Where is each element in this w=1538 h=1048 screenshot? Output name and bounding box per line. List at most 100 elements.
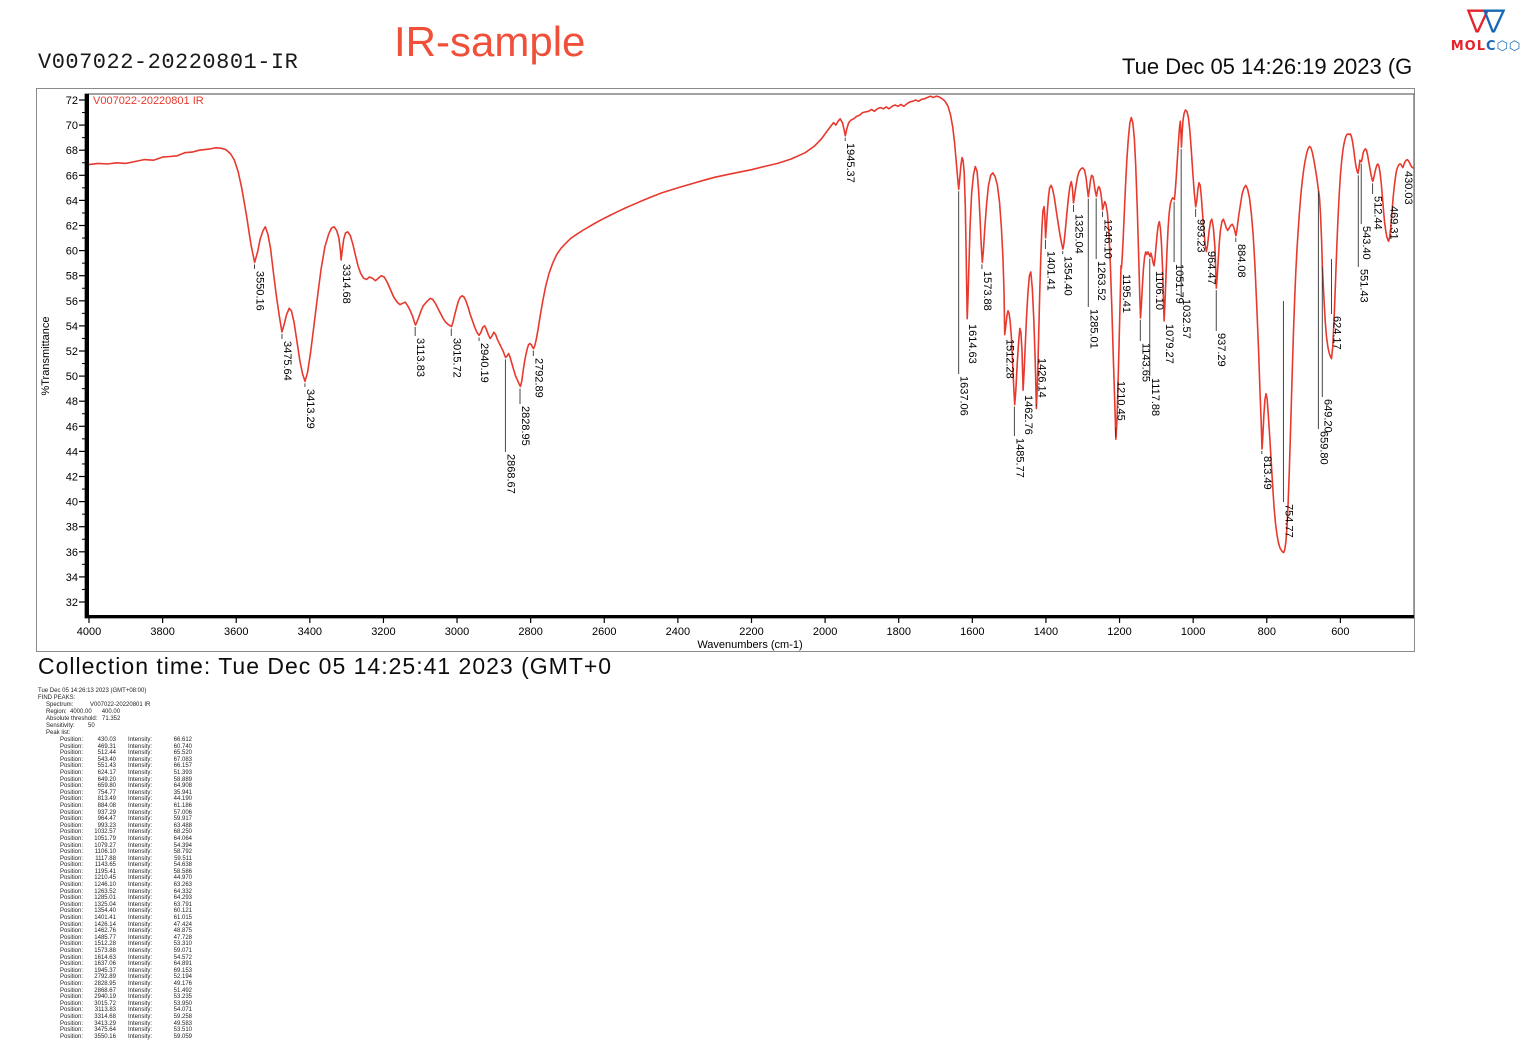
peak-row-label: Intensity:: [128, 875, 153, 882]
peak-row-label: Position:: [60, 855, 84, 862]
peak-label: 1117.88: [1149, 378, 1161, 416]
peak-row-label: Intensity:: [128, 895, 153, 902]
x-tick-label: 1600: [960, 626, 984, 638]
peak-row-label: Position:: [60, 769, 84, 776]
peak-position-value: 964.47: [97, 816, 116, 823]
peak-list-row: Position: 754.77 Intensity: 35.941: [38, 790, 298, 797]
peak-position-value: 1263.52: [94, 888, 116, 895]
peak-row-label: Position:: [60, 809, 84, 816]
peak-label: 1462.76: [1022, 395, 1034, 435]
peak-row-label: Intensity:: [128, 1013, 153, 1020]
peak-row-label: Intensity:: [128, 862, 153, 869]
peak-label: 543.40: [1360, 226, 1372, 260]
peak-label: 1485.77: [1013, 438, 1025, 478]
peak-row-label: Position:: [60, 895, 84, 902]
peak-label: 937.29: [1215, 333, 1227, 367]
peak-row-label: Position:: [60, 862, 84, 869]
peak-row-label: Intensity:: [128, 868, 153, 875]
peak-position-value: 754.77: [97, 789, 116, 796]
peak-intensity-value: 53.310: [173, 941, 192, 948]
peak-label: 430.03: [1402, 171, 1414, 205]
y-tick-label: 40: [66, 497, 78, 509]
peak-row-label: Intensity:: [128, 796, 153, 803]
peak-position-value: 1945.37: [94, 967, 116, 974]
peak-row-label: Position:: [60, 941, 84, 948]
peak-label: 1106.10: [1153, 271, 1165, 310]
peak-label: 813.49: [1261, 456, 1273, 490]
peak-label: 3314.68: [340, 264, 352, 304]
peak-label: 2940.19: [478, 343, 490, 383]
peak-row-label: Position:: [60, 987, 84, 994]
peak-row-label: Position:: [60, 961, 84, 968]
peak-intensity-value: 57.006: [173, 809, 192, 816]
peak-intensity-value: 63.791: [173, 901, 192, 908]
peak-row-label: Intensity:: [128, 915, 153, 922]
y-axis-title: %Transmittance: [40, 316, 52, 395]
peak-intensity-value: 58.792: [173, 849, 192, 856]
series-legend: V007022-20220801 IR: [93, 95, 204, 107]
peak-list-row: Position: 1354.40 Intensity: 60.121: [38, 908, 298, 915]
peak-intensity-value: 64.891: [173, 961, 192, 968]
peak-row-label: Position:: [60, 915, 84, 922]
peak-row-label: Position:: [60, 974, 84, 981]
peak-row-label: Intensity:: [128, 934, 153, 941]
peak-list-row: Position: 3413.29 Intensity: 49.583: [38, 1021, 298, 1028]
peak-row-label: Intensity:: [128, 829, 153, 836]
y-tick-label: 42: [66, 472, 78, 484]
y-tick-label: 44: [66, 446, 78, 458]
peak-intensity-value: 61.186: [173, 802, 192, 809]
peak-intensity-value: 61.015: [173, 915, 192, 922]
peak-position-value: 1512.28: [94, 941, 116, 948]
peak-list-row: Position: 1325.04 Intensity: 63.791: [38, 902, 298, 909]
peak-label: 1325.04: [1073, 214, 1085, 254]
peak-list-row: Position: 937.29 Intensity: 57.006: [38, 810, 298, 817]
peak-intensity-value: 35.941: [173, 789, 192, 796]
peak-row-label: Position:: [60, 789, 84, 796]
y-tick-label: 56: [66, 296, 78, 308]
peak-list-row: Position: 1401.41 Intensity: 61.015: [38, 915, 298, 922]
peak-position-value: 1285.01: [94, 895, 116, 902]
peak-intensity-value: 66.157: [173, 763, 192, 770]
peak-label: 1426.14: [1035, 358, 1047, 398]
peak-list-row: Position: 993.23 Intensity: 63.488: [38, 823, 298, 830]
y-tick-label: 70: [66, 120, 78, 132]
peak-row-label: Position:: [60, 1020, 84, 1027]
y-tick-label: 68: [66, 145, 78, 157]
peak-row-label: Intensity:: [128, 1007, 153, 1014]
peak-row-label: Intensity:: [128, 849, 153, 856]
peak-list-row: Position: 1210.45 Intensity: 44.970: [38, 875, 298, 882]
peak-position-value: 1426.14: [94, 921, 116, 928]
x-tick-label: 4000: [77, 626, 101, 638]
peak-label: 1573.88: [981, 271, 993, 311]
peak-label: 1512.28: [1004, 339, 1016, 379]
peak-list-row: Position: 659.80 Intensity: 64.908: [38, 783, 298, 790]
logo-emblem-icon: [1466, 9, 1506, 33]
peak-label: 1079.27: [1163, 324, 1175, 364]
find-peaks-block: Tue Dec 05 14:26:13 2023 (GMT+08:00) FIN…: [38, 688, 298, 1040]
peak-label: 1051.79: [1173, 264, 1185, 304]
peak-row-label: Intensity:: [128, 783, 153, 790]
peak-row-label: Intensity:: [128, 987, 153, 994]
peak-row-label: Position:: [60, 868, 84, 875]
peak-row-label: Position:: [60, 763, 84, 770]
peak-list-row: Position: 3015.72 Intensity: 53.950: [38, 1001, 298, 1008]
peak-position-value: 884.08: [97, 802, 116, 809]
x-tick-label: 2200: [739, 626, 763, 638]
peak-position-value: 1401.41: [94, 915, 116, 922]
peak-row-label: Intensity:: [128, 994, 153, 1001]
peak-position-value: 1637.06: [94, 961, 116, 968]
peak-list-row: Position: 649.20 Intensity: 58.889: [38, 777, 298, 784]
y-tick-label: 36: [66, 547, 78, 559]
peak-list-row: Position: 1195.41 Intensity: 58.586: [38, 869, 298, 876]
peak-label: 1401.41: [1044, 251, 1056, 291]
peak-intensity-value: 68.250: [173, 829, 192, 836]
peak-list-row: Position: 2792.89 Intensity: 52.194: [38, 974, 298, 981]
peak-row-label: Intensity:: [128, 961, 153, 968]
peak-row-label: Intensity:: [128, 941, 153, 948]
peak-row-label: Intensity:: [128, 763, 153, 770]
peak-row-label: Intensity:: [128, 974, 153, 981]
x-tick-label: 2400: [666, 626, 690, 638]
x-tick-label: 1000: [1181, 626, 1205, 638]
peak-row-label: Intensity:: [128, 888, 153, 895]
